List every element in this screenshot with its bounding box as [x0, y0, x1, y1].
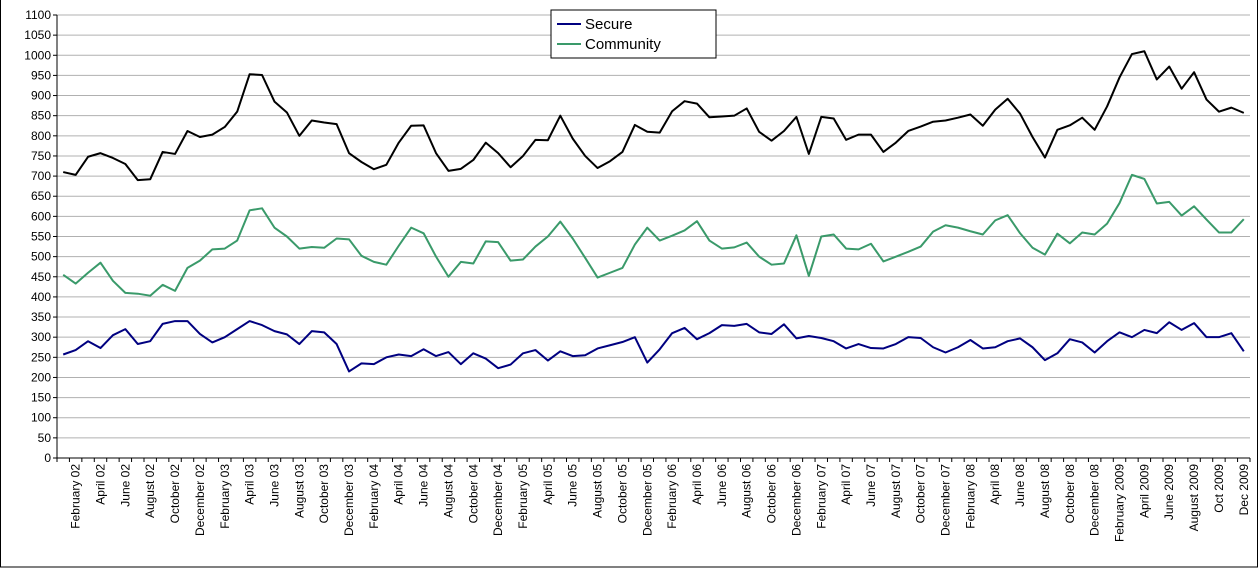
x-tick-label: October 05 [615, 464, 629, 524]
x-tick-label: August 08 [1038, 464, 1052, 518]
x-tick-label: June 2009 [1162, 464, 1176, 520]
x-tick-label: October 04 [466, 464, 480, 524]
x-tick-label: April 06 [690, 464, 704, 505]
x-tick-label: April 07 [839, 464, 853, 505]
y-tick-label: 300 [31, 330, 51, 344]
x-tick-label: December 04 [491, 464, 505, 536]
y-tick-label: 900 [31, 89, 51, 103]
y-tick-label: 600 [31, 209, 51, 223]
y-tick-label: 550 [31, 230, 51, 244]
x-tick-label: Oct 2009 [1212, 464, 1226, 513]
x-tick-label: June 05 [566, 464, 580, 507]
y-tick-label: 800 [31, 129, 51, 143]
x-tick-label: August 2009 [1187, 464, 1201, 532]
x-tick-label: December 07 [939, 464, 953, 536]
y-tick-label: 400 [31, 290, 51, 304]
series-line [62, 50, 1245, 182]
legend-box [550, 9, 717, 59]
x-tick-label: December 08 [1088, 464, 1102, 536]
y-tick-label: 50 [38, 431, 52, 445]
x-tick-label: Dec 2009 [1237, 464, 1251, 516]
x-tick-label: October 07 [914, 464, 928, 524]
x-tick-label: February 03 [218, 464, 232, 529]
y-tick-label: 700 [31, 169, 51, 183]
x-tick-label: April 05 [541, 464, 555, 505]
y-tick-label: 250 [31, 350, 51, 364]
x-tick-label: February 02 [69, 464, 83, 529]
y-tick-label: 350 [31, 310, 51, 324]
x-tick-label: June 04 [417, 464, 431, 507]
x-tick-label: August 05 [591, 464, 605, 518]
y-tick-label: 0 [44, 451, 51, 465]
x-tick-label: October 02 [168, 464, 182, 524]
x-tick-label: June 06 [715, 464, 729, 507]
x-tick-label: December 02 [193, 464, 207, 536]
x-tick-label: August 07 [889, 464, 903, 518]
x-tick-label: February 06 [665, 464, 679, 529]
x-tick-label: February 07 [814, 464, 828, 529]
y-tick-label: 1050 [24, 28, 51, 42]
x-tick-label: August 06 [740, 464, 754, 518]
x-tick-label: June 07 [864, 464, 878, 507]
x-tick-label: October 06 [765, 464, 779, 524]
x-tick-label: April 2009 [1137, 464, 1151, 518]
x-tick-label: August 02 [143, 464, 157, 518]
series-line [62, 173, 1245, 297]
y-tick-label: 500 [31, 250, 51, 264]
series-line [62, 320, 1245, 373]
y-tick-label: 650 [31, 189, 51, 203]
x-tick-label: June 03 [267, 464, 281, 507]
x-tick-label: June 08 [1013, 464, 1027, 507]
y-tick-label: 1100 [25, 8, 51, 22]
y-tick-label: 150 [31, 391, 51, 405]
x-tick-label: June 02 [118, 464, 132, 507]
y-tick-label: 750 [31, 149, 51, 163]
y-tick-label: 850 [31, 109, 51, 123]
x-tick-label: December 03 [342, 464, 356, 536]
x-tick-label: April 08 [988, 464, 1002, 505]
x-tick-label: February 05 [516, 464, 530, 529]
x-tick-label: October 03 [317, 464, 331, 524]
x-tick-label: April 02 [93, 464, 107, 505]
y-tick-label: 1000 [24, 48, 51, 62]
y-tick-label: 200 [31, 370, 51, 384]
x-tick-label: December 05 [640, 464, 654, 536]
x-tick-label: December 06 [789, 464, 803, 536]
legend-label: Community [585, 36, 661, 53]
x-tick-label: February 2009 [1113, 464, 1127, 542]
y-tick-label: 950 [31, 68, 51, 82]
x-tick-label: April 04 [392, 464, 406, 505]
legend-label: Secure [585, 16, 633, 33]
y-tick-label: 100 [31, 411, 51, 425]
x-tick-label: October 08 [1063, 464, 1077, 524]
x-tick-label: February 08 [963, 464, 977, 529]
x-tick-label: August 04 [441, 464, 455, 518]
x-tick-label: February 04 [367, 464, 381, 529]
y-tick-label: 450 [31, 270, 51, 284]
x-tick-label: August 03 [292, 464, 306, 518]
x-tick-label: April 03 [243, 464, 257, 505]
